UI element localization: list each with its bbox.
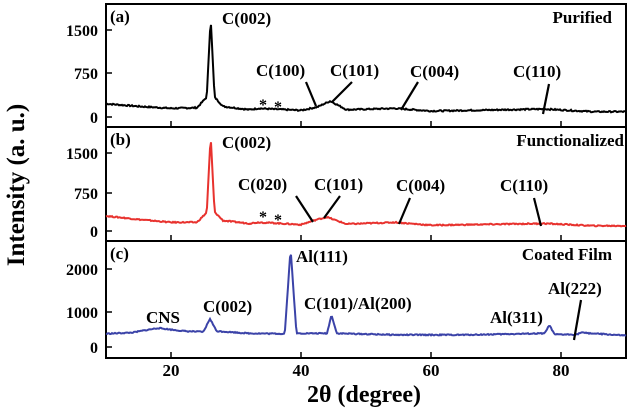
marker-b-1: * <box>259 209 267 226</box>
x-tick-40: 40 <box>293 361 310 380</box>
peak-label-a-c004: C(004) <box>410 62 459 81</box>
x-tick-20: 20 <box>163 361 180 380</box>
marker-a-2: * <box>274 99 282 116</box>
arrow-b-c110 <box>532 197 543 227</box>
peak-label-a-c110: C(110) <box>513 62 561 81</box>
peak-label-c-c101-al200: C(101)/Al(200) <box>304 294 412 313</box>
y-tick-a-2: 1500 <box>66 23 98 40</box>
y-tick-b-1: 750 <box>74 186 98 203</box>
arrow-a-c004 <box>400 81 419 111</box>
peak-label-b-c020: C(020) <box>238 175 287 194</box>
arrow-c-al222 <box>572 299 583 341</box>
peak-label-b-c110: C(110) <box>500 176 548 195</box>
arrow-b-c004 <box>397 197 412 225</box>
panel-c-title: Coated Film <box>522 245 612 264</box>
arrow-a-c101 <box>331 81 353 103</box>
arrow-a-c100 <box>304 81 318 107</box>
marker-b-2: * <box>274 212 282 229</box>
panel-b-label: (b) <box>110 130 131 149</box>
panel-c-frame <box>105 240 627 359</box>
peak-label-b-c004: C(004) <box>396 176 445 195</box>
y-tick-b-2: 1500 <box>66 146 98 163</box>
peak-label-c-al222: Al(222) <box>548 279 602 298</box>
y-tick-a-0: 0 <box>90 110 98 127</box>
peak-label-c-al311: Al(311) <box>490 308 543 327</box>
panel-a-title: Purified <box>553 8 613 27</box>
peak-label-c-c002: C(002) <box>203 297 252 316</box>
x-tick-80: 80 <box>553 361 570 380</box>
peak-label-c-cns: CNS <box>146 308 180 327</box>
peak-label-c-al111: Al(111) <box>296 247 348 266</box>
panel-a-label: (a) <box>110 7 130 26</box>
y-tick-c-1: 1000 <box>66 305 98 322</box>
y-tick-b-0: 0 <box>90 224 98 241</box>
x-axis-label: 2θ (degree) <box>307 382 421 408</box>
peak-label-a-c002: C(002) <box>222 9 271 28</box>
series-functionalized-line <box>105 142 627 228</box>
peak-label-a-c101: C(101) <box>330 61 379 80</box>
y-tick-c-0: 0 <box>90 340 98 357</box>
arrow-b-c101 <box>323 195 341 219</box>
tick-marks <box>106 29 562 358</box>
x-tick-60: 60 <box>423 361 440 380</box>
series-coated-film-line <box>105 254 627 337</box>
peak-label-b-c002: C(002) <box>222 133 271 152</box>
panel-c-label: (c) <box>110 244 129 263</box>
series-purified-line <box>106 24 627 114</box>
panel-b-title: Functionalized <box>516 131 624 150</box>
arrow-a-c110 <box>541 83 551 115</box>
y-tick-c-2: 2000 <box>66 262 98 279</box>
y-tick-a-1: 750 <box>74 66 98 83</box>
peak-label-a-c100: C(100) <box>256 61 305 80</box>
peak-label-b-c101: C(101) <box>314 175 363 194</box>
marker-a-1: * <box>259 97 267 114</box>
arrow-b-c020 <box>295 195 314 223</box>
y-axis-label: Intensity (a. u.) <box>3 104 30 267</box>
